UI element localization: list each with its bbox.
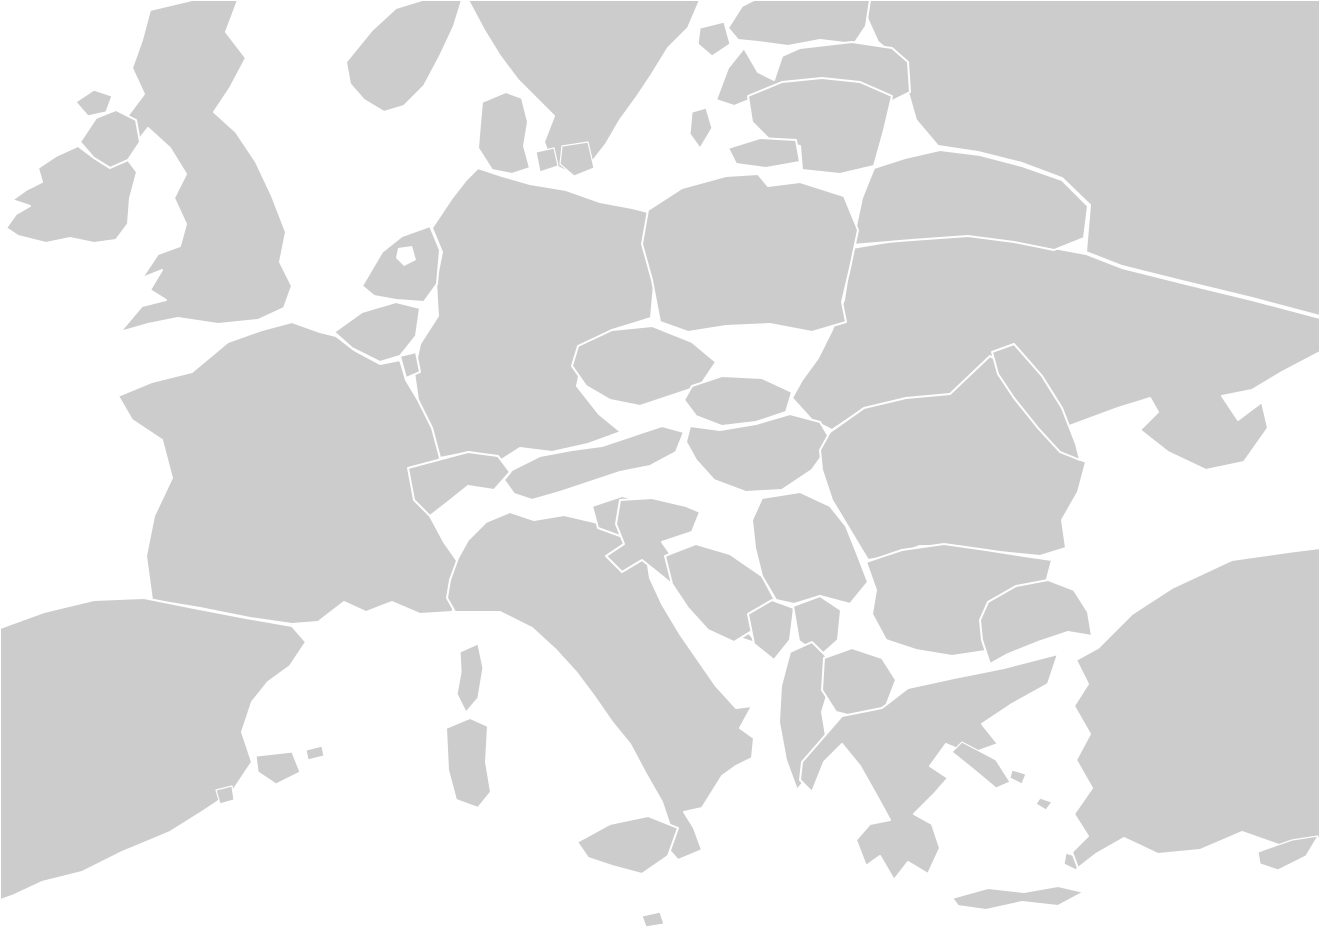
country-italy[interactable]: [446, 511, 755, 861]
country-romania[interactable]: [819, 355, 1087, 561]
island-gotland: [689, 107, 713, 149]
country-cyprus[interactable]: [1257, 835, 1319, 871]
country-spain[interactable]: [0, 597, 307, 901]
island-corsica: [456, 643, 484, 713]
country-belgium[interactable]: [333, 301, 421, 363]
island-mallorca: [255, 751, 301, 785]
country-kosovo[interactable]: [792, 595, 842, 657]
country-germany[interactable]: [413, 167, 655, 463]
country-greece[interactable]: [799, 653, 1059, 881]
country-serbia[interactable]: [751, 491, 869, 605]
country-montenegro[interactable]: [747, 599, 795, 661]
island-euboea: [951, 741, 1011, 789]
island-menorca: [305, 745, 325, 761]
island-aegean-1: [1009, 769, 1027, 785]
island-funen: [535, 147, 559, 173]
island-saaremaa: [697, 21, 731, 57]
country-netherlands[interactable]: [361, 225, 441, 303]
island-sicily: [576, 815, 679, 875]
island-aegean-2: [1035, 797, 1053, 811]
country-malta[interactable]: [641, 911, 665, 928]
country-hungary[interactable]: [685, 413, 833, 493]
country-poland[interactable]: [641, 173, 859, 333]
country-turkey[interactable]: [1071, 547, 1320, 869]
country-slovakia[interactable]: [683, 375, 793, 427]
country-moldova[interactable]: [991, 343, 1081, 461]
island-sardinia: [445, 717, 492, 809]
country-czechia[interactable]: [571, 325, 717, 407]
country-denmark[interactable]: [477, 91, 531, 175]
island-zealand: [559, 141, 595, 177]
country-switzerland[interactable]: [407, 451, 511, 517]
country-austria[interactable]: [503, 425, 685, 501]
country-ireland[interactable]: [5, 145, 138, 244]
island-hebrides[interactable]: [75, 89, 113, 117]
country-estonia[interactable]: [727, 0, 871, 47]
country-united-kingdom[interactable]: [119, 0, 293, 333]
region-kaliningrad[interactable]: [727, 137, 801, 169]
region-turkey-thrace[interactable]: [979, 579, 1093, 665]
country-belarus[interactable]: [851, 149, 1089, 251]
country-norway[interactable]: [345, 0, 463, 113]
ijsselmeer-lake: [396, 246, 416, 266]
island-ibiza: [215, 785, 235, 805]
island-crete: [951, 885, 1085, 911]
